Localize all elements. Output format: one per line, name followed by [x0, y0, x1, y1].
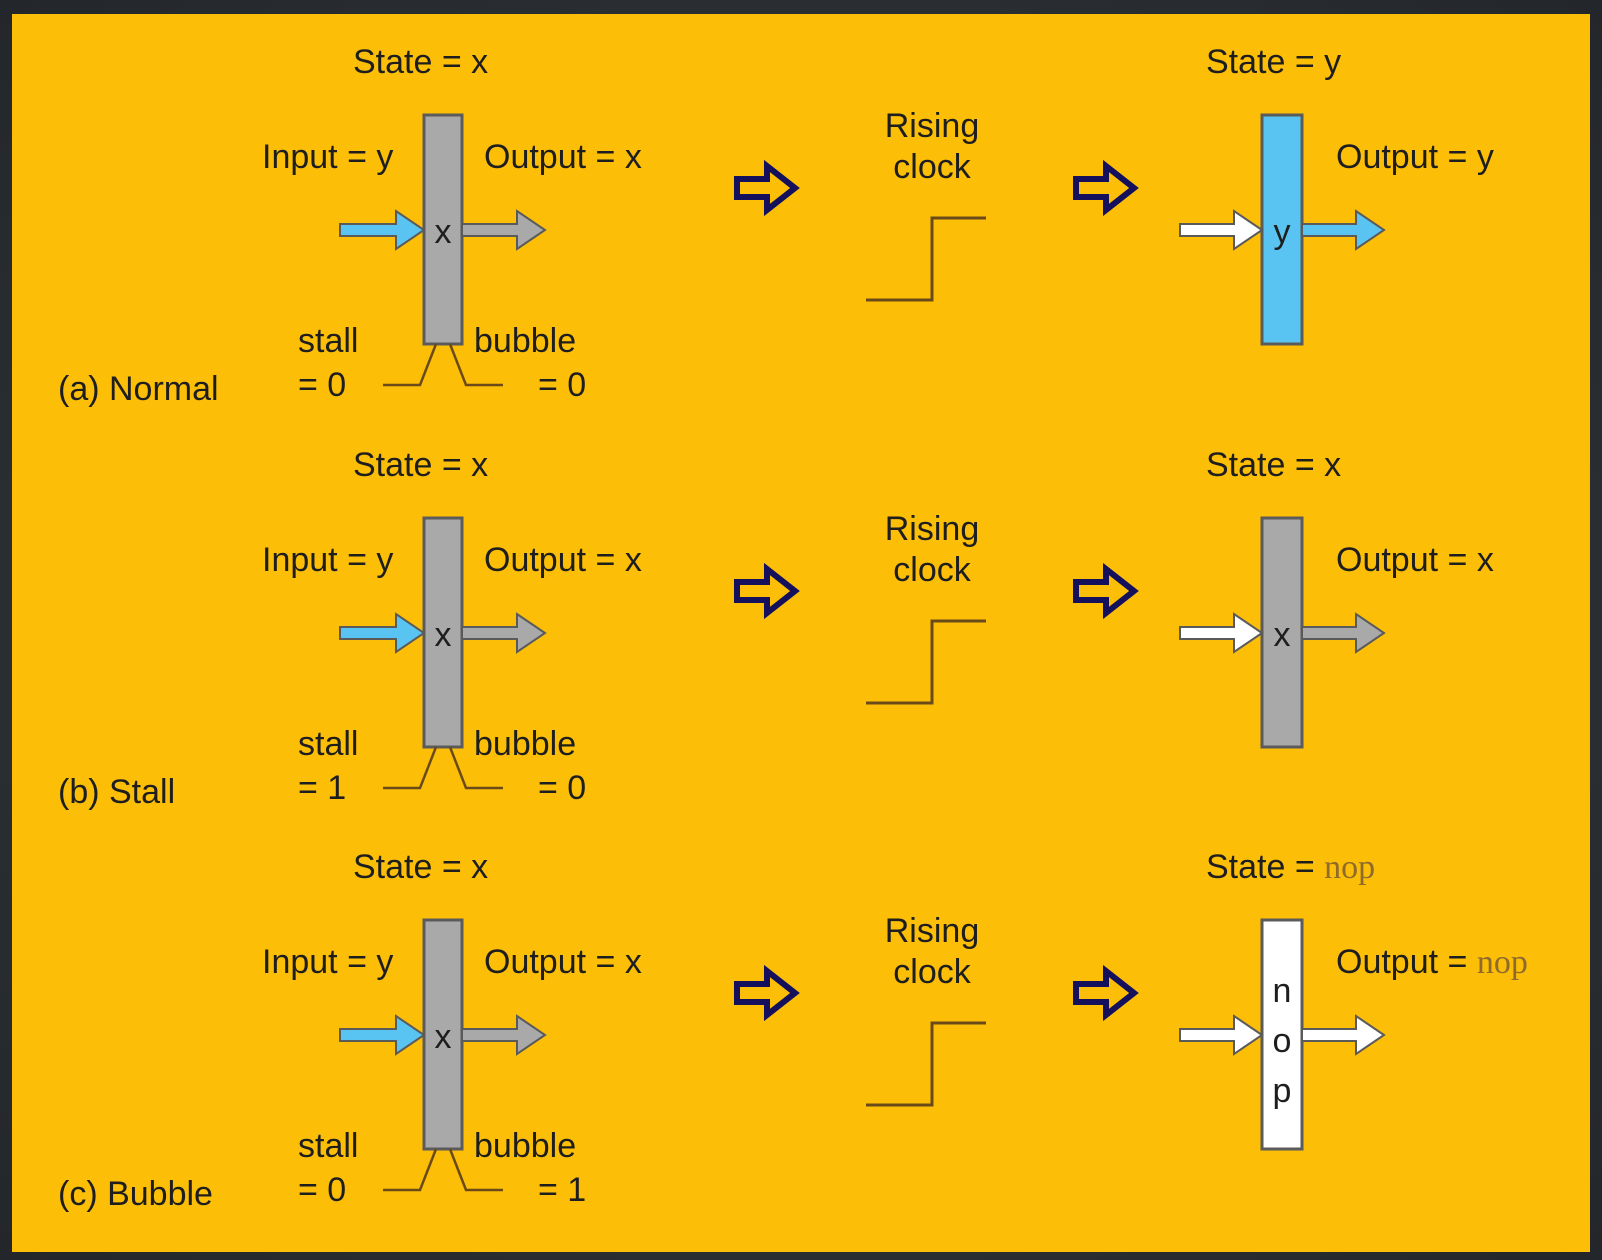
register-value-before: x	[435, 213, 452, 251]
register-value-before: x	[435, 616, 452, 654]
stall-label: stall	[298, 322, 358, 360]
input-arrow-before	[339, 612, 426, 654]
bubble-label: bubble	[474, 725, 576, 763]
input-label: Input = y	[262, 943, 393, 981]
stall-label: stall	[298, 725, 358, 763]
register-value-after: y	[1274, 213, 1291, 251]
row-3: (c) Bubble State = x Input = y Output = x x s…	[58, 848, 1528, 1213]
before-output-label: Output = x	[484, 943, 642, 981]
pipeline-register-before	[422, 516, 464, 749]
rising-clock-waveform	[866, 619, 986, 705]
before-output-label: Output = x	[484, 541, 642, 579]
step-arrow-to-after	[1073, 159, 1139, 217]
row-1: (a) Normal State = x Input = y Output = x x s…	[58, 43, 1494, 408]
rising-clock-label-line2: clock	[893, 148, 971, 186]
bubble-line	[448, 1148, 503, 1192]
register-value-after-char: n	[1273, 972, 1292, 1010]
register-value-after-char: o	[1273, 1022, 1292, 1060]
after-state-value: nop	[1324, 849, 1375, 886]
rising-clock-label-line2: clock	[893, 551, 971, 589]
stall-line	[383, 746, 438, 790]
before-state-label: State = x	[353, 43, 488, 81]
input-arrow-after	[1179, 1014, 1264, 1056]
stall-line	[383, 343, 438, 387]
row-caption: (c) Bubble	[58, 1175, 213, 1213]
step-arrow-to-clock	[734, 964, 800, 1022]
step-arrow-to-after	[1073, 562, 1139, 620]
after-state-prefix: State =	[1206, 446, 1324, 484]
after-output-label: Output = x	[1336, 541, 1494, 579]
rising-clock-label-line1: Rising	[885, 912, 979, 950]
output-arrow-after	[1301, 209, 1386, 251]
pipeline-register-after	[1260, 113, 1304, 346]
pipeline-register-before	[422, 918, 464, 1151]
step-arrow-to-clock	[734, 159, 800, 217]
step-arrow-to-clock	[734, 562, 800, 620]
stall-value: = 0	[298, 366, 346, 404]
output-arrow-after	[1301, 1014, 1386, 1056]
after-state-prefix: State =	[1206, 848, 1324, 886]
input-label: Input = y	[262, 138, 393, 176]
stall-value: = 0	[298, 1171, 346, 1209]
rising-clock-label-line1: Rising	[885, 107, 979, 145]
after-output-value: y	[1477, 138, 1494, 176]
stall-value: = 1	[298, 769, 346, 807]
after-output-prefix: Output =	[1336, 138, 1477, 176]
input-arrow-after	[1179, 209, 1264, 251]
rising-clock-waveform	[866, 1021, 986, 1107]
output-arrow-before	[461, 209, 547, 251]
bubble-value: = 0	[538, 366, 586, 404]
after-output-value: nop	[1477, 944, 1528, 981]
input-arrow-before	[339, 209, 426, 251]
after-output-prefix: Output =	[1336, 541, 1477, 579]
row-caption: (b) Stall	[58, 773, 175, 811]
stall-line	[383, 1148, 438, 1192]
bubble-line	[448, 746, 503, 790]
before-state-label: State = x	[353, 848, 488, 886]
input-arrow-after	[1179, 612, 1264, 654]
register-value-before: x	[435, 1018, 452, 1056]
bubble-value: = 0	[538, 769, 586, 807]
after-output-value: x	[1477, 541, 1494, 579]
bubble-value: = 1	[538, 1171, 586, 1209]
after-output-label: Output = nop	[1336, 943, 1528, 981]
bubble-label: bubble	[474, 1127, 576, 1165]
after-state-label: State = nop	[1206, 848, 1375, 886]
after-state-label: State = y	[1206, 43, 1341, 81]
bubble-line	[448, 343, 503, 387]
stall-label: stall	[298, 1127, 358, 1165]
after-state-value: y	[1324, 43, 1341, 81]
output-arrow-before	[461, 1014, 547, 1056]
register-value-after-char: p	[1273, 1072, 1292, 1110]
output-arrow-before	[461, 612, 547, 654]
input-arrow-before	[339, 1014, 426, 1056]
after-state-prefix: State =	[1206, 43, 1324, 81]
after-output-label: Output = y	[1336, 138, 1494, 176]
rising-clock-waveform	[866, 216, 986, 302]
row-caption: (a) Normal	[58, 370, 219, 408]
before-state-label: State = x	[353, 446, 488, 484]
after-state-value: x	[1324, 446, 1341, 484]
after-output-prefix: Output =	[1336, 943, 1477, 981]
step-arrow-to-after	[1073, 964, 1139, 1022]
output-arrow-after	[1301, 612, 1386, 654]
after-state-label: State = x	[1206, 446, 1341, 484]
bubble-label: bubble	[474, 322, 576, 360]
before-output-label: Output = x	[484, 138, 642, 176]
rising-clock-label-line1: Rising	[885, 510, 979, 548]
rising-clock-label-line2: clock	[893, 953, 971, 991]
input-label: Input = y	[262, 541, 393, 579]
register-value-after: x	[1274, 616, 1291, 654]
